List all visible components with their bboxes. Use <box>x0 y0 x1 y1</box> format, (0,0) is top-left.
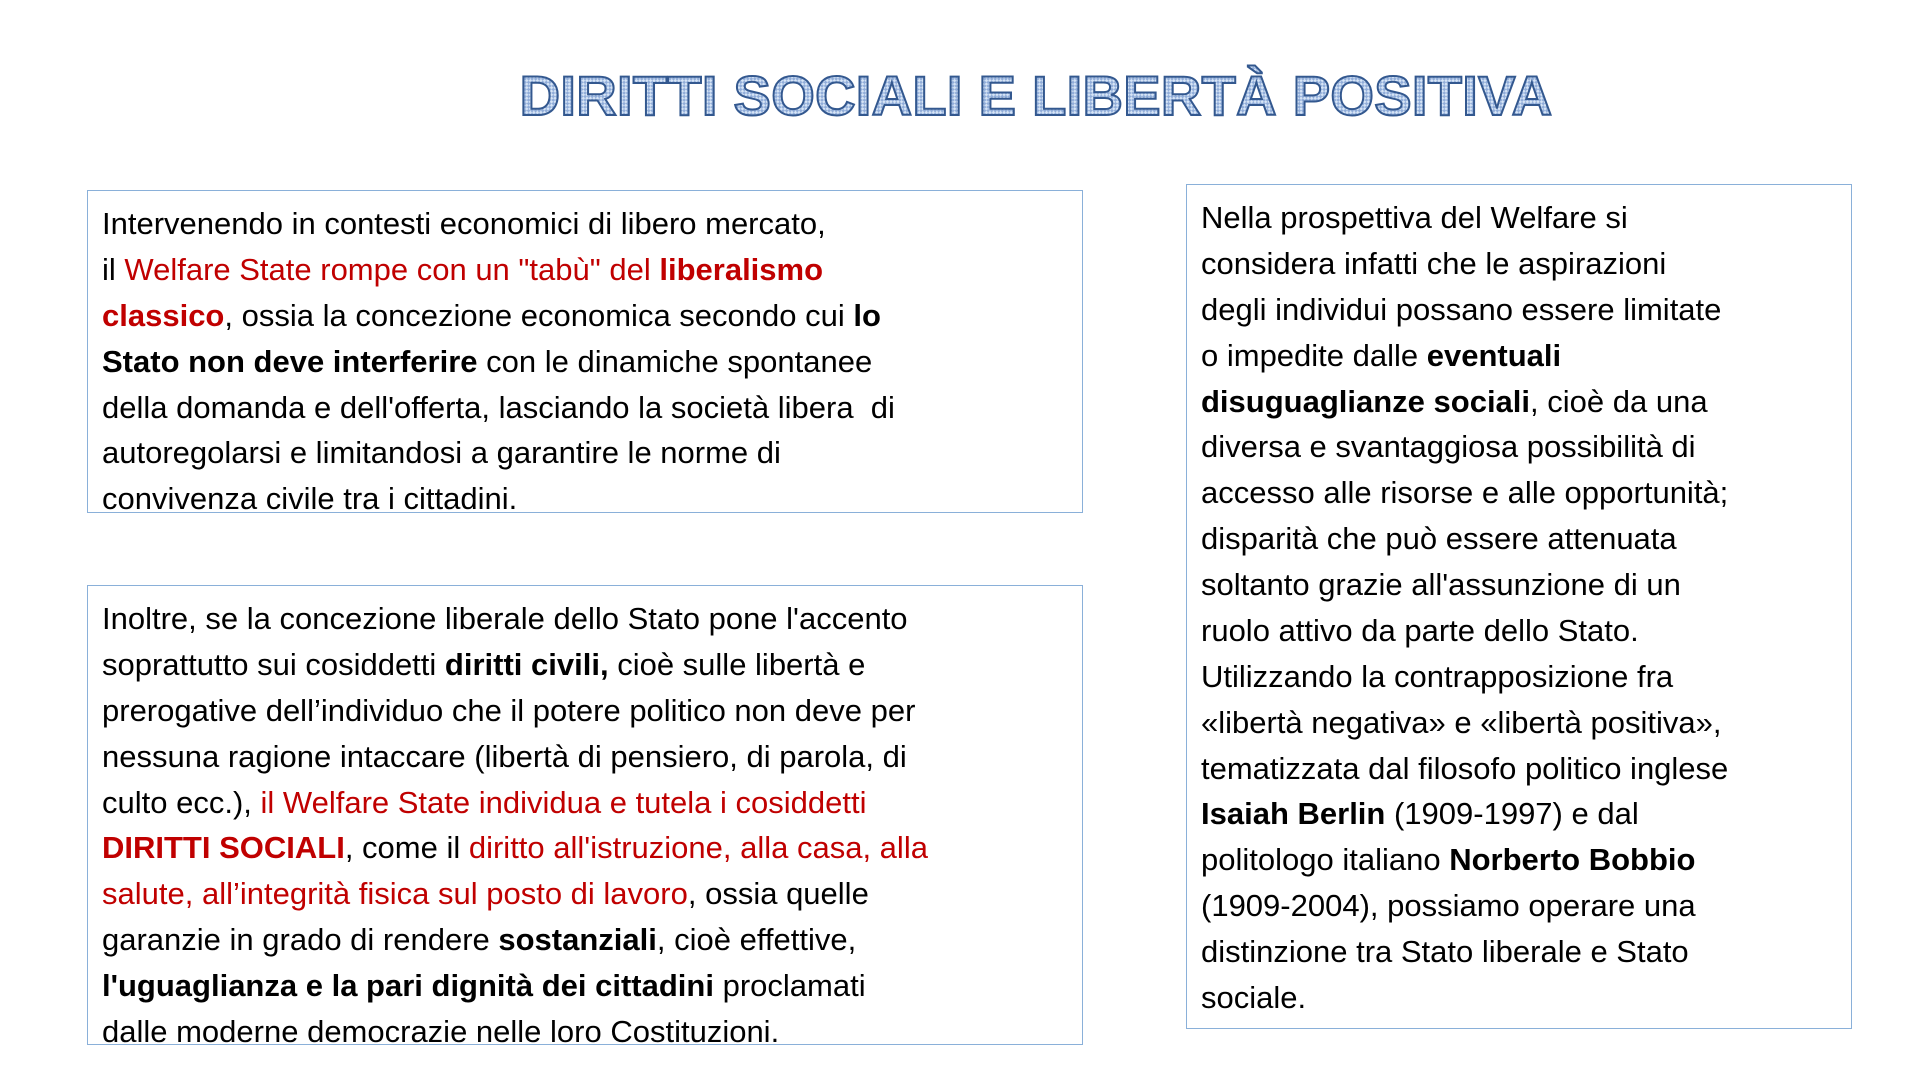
svg-text:DIRITTI SOCIALI E LIBERTÀ POSI: DIRITTI SOCIALI E LIBERTÀ POSITIVA <box>520 64 1553 127</box>
